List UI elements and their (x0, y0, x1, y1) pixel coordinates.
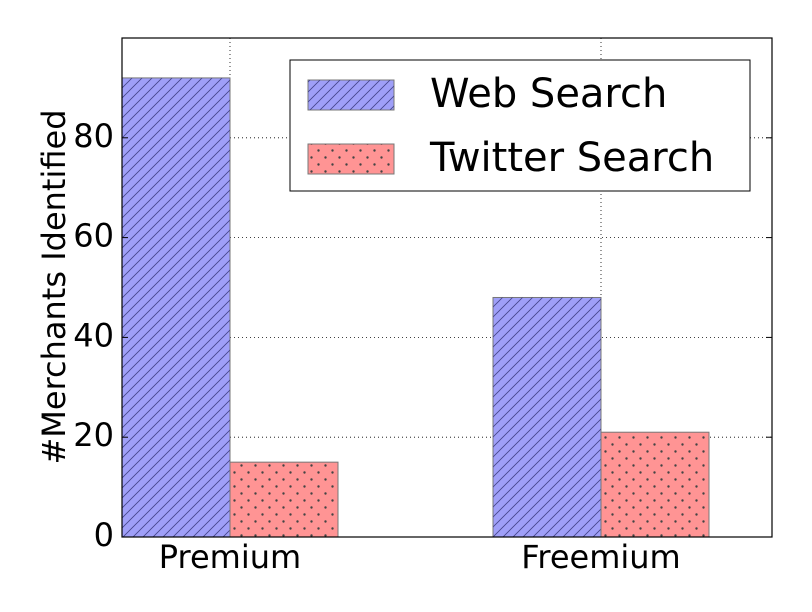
bar-hatch (122, 77, 230, 538)
x-tick-label: Premium (159, 538, 301, 576)
bar-hatch (493, 297, 601, 537)
y-tick-label: 0 (94, 516, 114, 554)
y-tick-label: 40 (73, 316, 114, 354)
plot-frame (121, 37, 773, 538)
y-tick-label: 20 (73, 416, 114, 454)
x-tick-label: Freemium (521, 538, 680, 576)
legend-swatch-hatch (308, 80, 394, 110)
legend-swatch-hatch (308, 144, 394, 174)
bar-hatch (230, 462, 338, 537)
legend-label: Web Search (430, 71, 667, 117)
bars (121, 77, 710, 538)
y-tick-label: 60 (73, 217, 114, 255)
bar-hatch (601, 432, 709, 537)
y-tick-label: 80 (73, 117, 114, 155)
y-axis-label: #Merchants Identified (35, 109, 73, 464)
legend-label: Twitter Search (429, 135, 714, 181)
